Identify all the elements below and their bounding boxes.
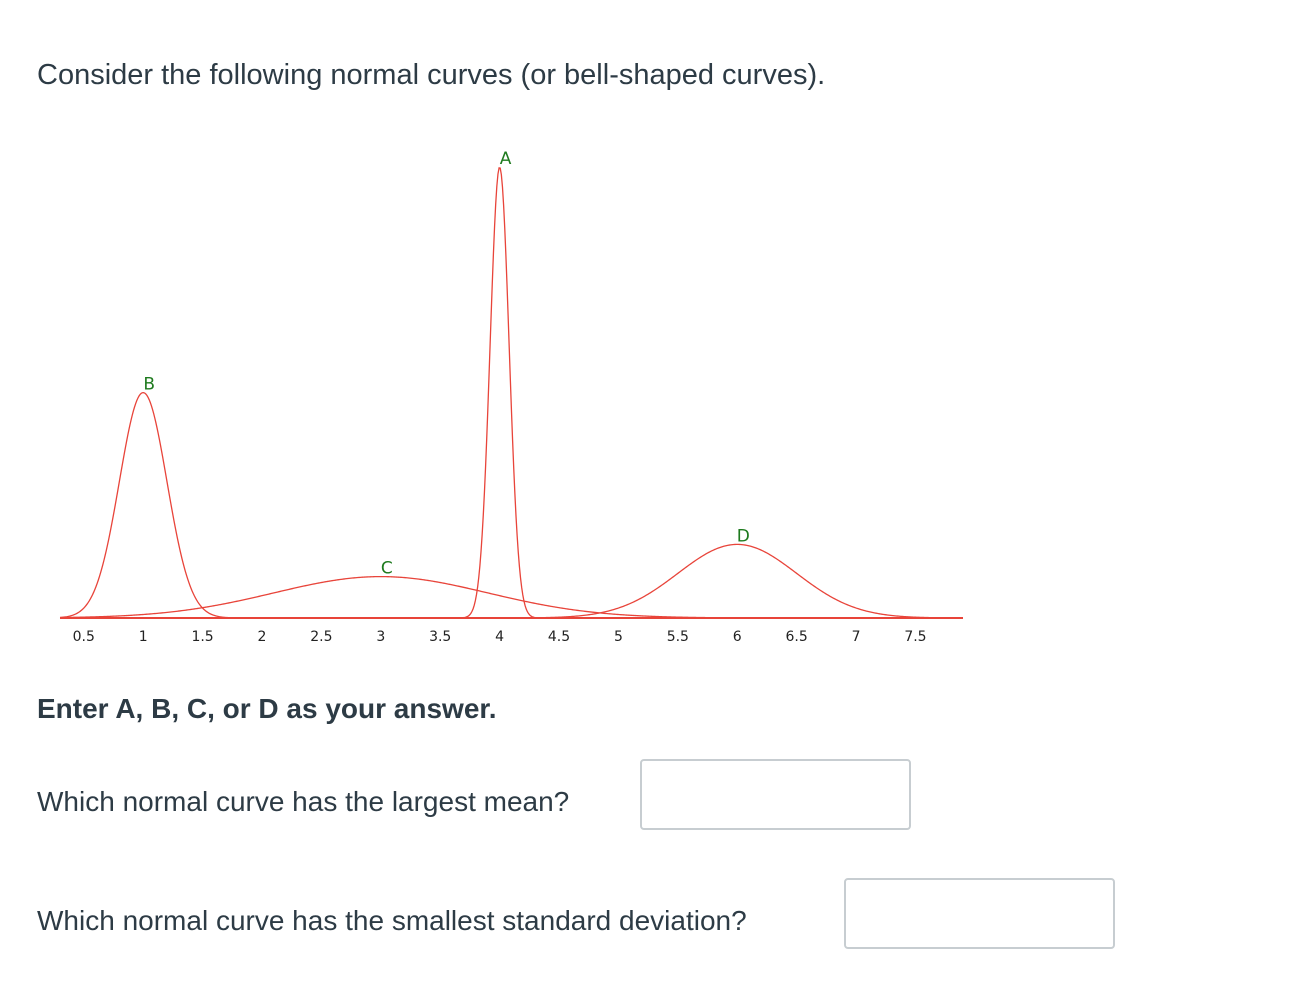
- x-tick-label: 1.5: [191, 629, 213, 645]
- curve-d: [60, 543, 964, 619]
- answer-largest-mean-input[interactable]: [640, 759, 911, 830]
- curves: [59, 167, 964, 619]
- curve-label-a: A: [500, 149, 512, 169]
- chart-svg: 0.5 1 1.5 2 2.5 3 3.5 4 4.5 5 5.5 6 6.5 7 7.5 A B C D: [59, 149, 964, 645]
- x-tick-label: 3.5: [429, 629, 451, 645]
- intro-text: Consider the following normal curves (or…: [37, 59, 826, 91]
- x-tick-label: 2: [258, 629, 267, 645]
- question-smallest-sd: Which normal curve has the smallest stan…: [37, 905, 747, 936]
- x-tick-label: 3: [376, 629, 385, 645]
- x-tick-label: 2.5: [310, 629, 332, 645]
- curve-a: [60, 167, 963, 619]
- x-tick-label: 1: [139, 629, 148, 645]
- normal-curves-chart: 0.5 1 1.5 2 2.5 3 3.5 4 4.5 5 5.5 6 6.5 7 7.5 A B C D: [45, 130, 985, 650]
- curve-c: [59, 575, 963, 619]
- x-tick-label: 0.5: [73, 629, 95, 645]
- x-tick-label: 6.5: [786, 629, 808, 645]
- curve-label-d: D: [737, 526, 750, 546]
- answer-smallest-sd-input[interactable]: [844, 878, 1115, 949]
- x-tick-label: 4.5: [548, 629, 570, 645]
- curve-label-c: C: [381, 559, 393, 579]
- curve-label-b: B: [143, 375, 155, 395]
- x-tick-label: 7: [852, 629, 861, 645]
- curve-labels: A B C D: [143, 149, 749, 578]
- tick-labels: 0.5 1 1.5 2 2.5 3 3.5 4 4.5 5 5.5 6 6.5 7 7.5: [73, 629, 927, 645]
- x-tick-label: 7.5: [904, 629, 926, 645]
- question-largest-mean: Which normal curve has the largest mean?: [37, 786, 570, 817]
- instruction-text: Enter A, B, C, or D as your answer.: [37, 693, 497, 724]
- x-tick-label: 6: [733, 629, 742, 645]
- x-tick-label: 4: [495, 629, 504, 645]
- x-tick-label: 5: [614, 629, 623, 645]
- x-tick-label: 5.5: [667, 629, 689, 645]
